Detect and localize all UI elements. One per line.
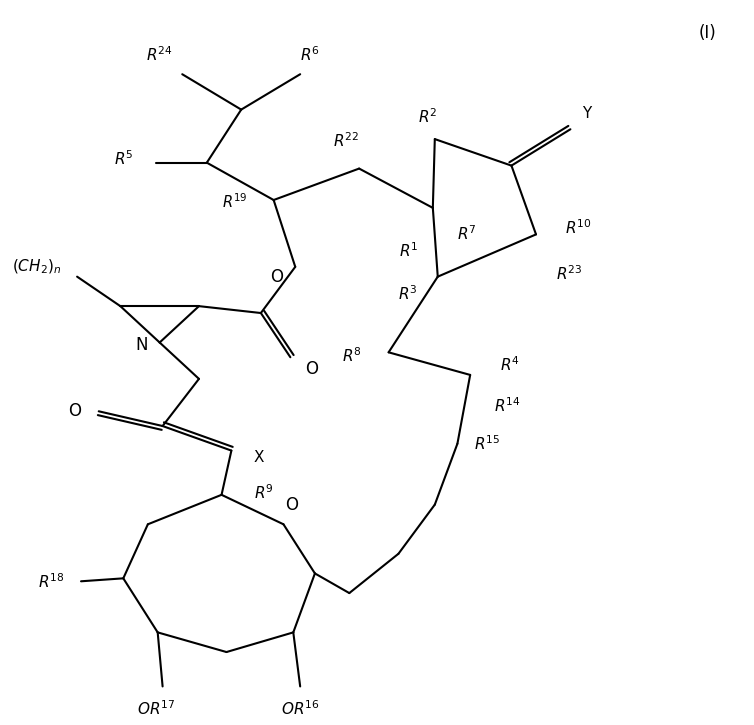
Text: $R^{22}$: $R^{22}$ [333,132,360,150]
Text: $R^{8}$: $R^{8}$ [342,346,362,365]
Text: N: N [136,336,148,355]
Text: $R^{10}$: $R^{10}$ [566,218,592,237]
Text: $R^{2}$: $R^{2}$ [418,107,437,126]
Text: $R^{14}$: $R^{14}$ [494,397,520,415]
Text: $R^{3}$: $R^{3}$ [398,284,418,303]
Text: $(CH_{2})_{n}$: $(CH_{2})_{n}$ [12,257,61,276]
Text: O: O [286,497,299,515]
Text: $R^{15}$: $R^{15}$ [474,434,501,453]
Text: $OR^{17}$: $OR^{17}$ [136,699,175,718]
Text: $R^{24}$: $R^{24}$ [146,45,173,64]
Text: $R^{5}$: $R^{5}$ [114,149,133,168]
Text: $R^{7}$: $R^{7}$ [458,225,477,244]
Text: $R^{18}$: $R^{18}$ [38,572,64,591]
Text: $R^{23}$: $R^{23}$ [556,264,582,283]
Text: O: O [68,402,81,420]
Text: X: X [254,450,265,465]
Text: (I): (I) [699,24,717,42]
Text: $R^{9}$: $R^{9}$ [254,484,274,502]
Text: $R^{4}$: $R^{4}$ [500,356,520,374]
Text: $R^{1}$: $R^{1}$ [399,241,418,260]
Text: O: O [271,268,284,286]
Text: Y: Y [582,106,591,121]
Text: O: O [305,360,318,378]
Text: $R^{6}$: $R^{6}$ [300,45,320,64]
Text: $R^{19}$: $R^{19}$ [222,192,247,211]
Text: $OR^{16}$: $OR^{16}$ [280,699,320,718]
